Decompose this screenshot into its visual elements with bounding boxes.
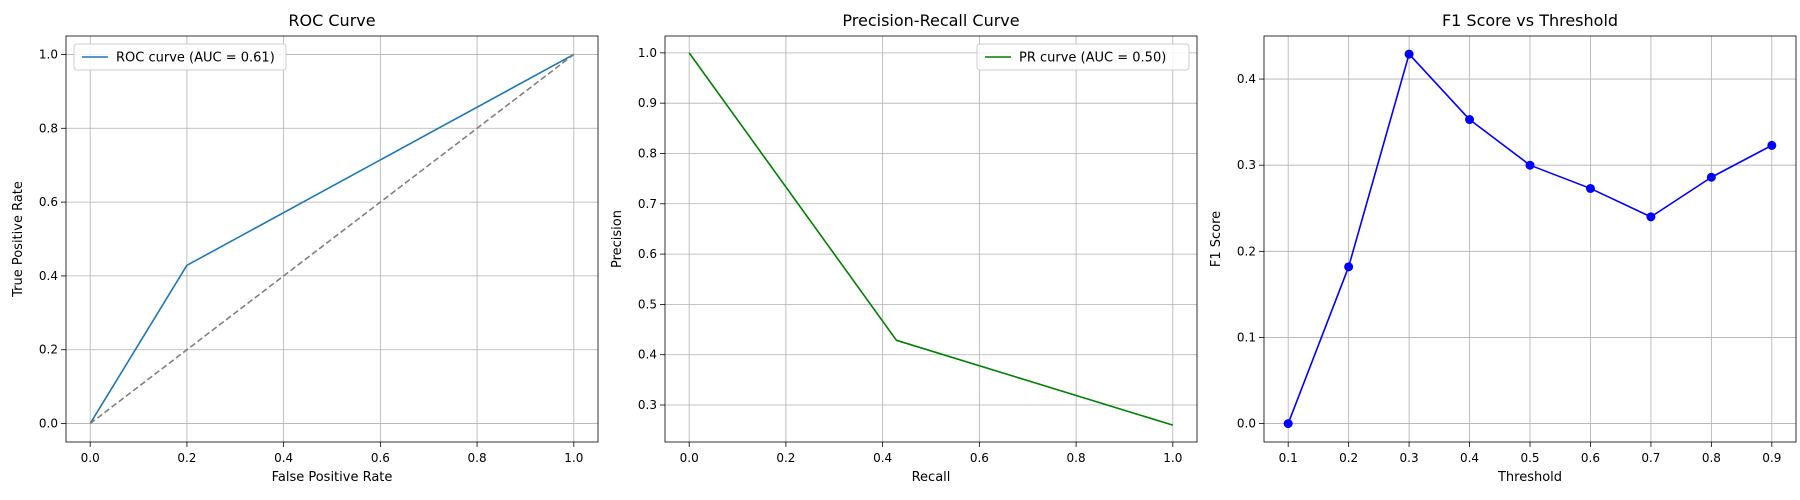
roc-legend-box [73,43,287,71]
f1-ytick-label-2: 0.2 [1237,244,1256,258]
pr-chart: 0.0 0.2 0.4 0.6 0.8 1.0 0.3 0.4 0.5 0.6 0.7 0.8 0.9 1… [610,11,1198,485]
roc-xtick-label-5: 1.0 [564,451,583,465]
roc-chart: 0.0 0.2 0.4 0.6 0.8 1.0 0.0 0.2 0.4 0.6 0.8 1.0 ROC … [11,11,599,485]
pr-ylabel: Precision [610,210,625,268]
pr-ytick-label-3: 0.6 [638,247,657,261]
f1-xtick-label-6: 0.7 [1641,451,1660,465]
roc-xlabel: False Positive Rate [272,470,393,485]
pr-ytick-label-5: 0.8 [638,146,657,160]
pr-ytick-label-0: 0.3 [638,398,657,412]
pr-xtick-label-2: 0.4 [873,451,892,465]
roc-xtick-label-0: 0.0 [81,451,100,465]
roc-ytick-label-3: 0.6 [39,195,58,209]
f1-xtick-label-1: 0.2 [1339,451,1358,465]
f1-xtick-label-8: 0.9 [1762,451,1781,465]
f1-ytick-label-4: 0.4 [1237,72,1256,86]
f1-xtick-label-3: 0.4 [1460,451,1479,465]
pr-ytick-label-6: 0.9 [638,96,657,110]
roc-ytick-label-2: 0.4 [39,269,58,283]
roc-ytick-label-5: 1.0 [39,47,58,61]
roc-xtick-label-4: 0.8 [468,451,487,465]
pr-xtick-label-3: 0.6 [970,451,989,465]
roc-ylabel: True Positive Rate [11,181,26,298]
pr-legend-box [976,43,1190,71]
f1-xtick-label-5: 0.6 [1581,451,1600,465]
pr-ytick-label-1: 0.4 [638,348,657,362]
pr-ytick-label-2: 0.5 [638,297,657,311]
f1-point-7 [1706,172,1716,182]
pr-xtick-label-5: 1.0 [1163,451,1182,465]
roc-title: ROC Curve [288,11,375,30]
f1-point-0 [1283,419,1293,429]
pr-title: Precision-Recall Curve [842,11,1019,30]
f1-axes-frame [1263,35,1797,443]
f1-ytick-label-3: 0.3 [1237,158,1256,172]
roc-legend: ROC curve (AUC = 0.61) [73,43,287,71]
f1-chart: 0.1 0.2 0.3 0.4 0.5 0.6 0.7 0.8 0.9 0.0 0.1 0.2 0.3 0… [1209,11,1797,485]
f1-xtick-label-4: 0.5 [1520,451,1539,465]
f1-ytick-label-1: 0.1 [1237,330,1256,344]
pr-xtick-label-1: 0.2 [776,451,795,465]
roc-series-line-1 [89,53,575,425]
f1-point-2 [1404,49,1414,59]
f1-xtick-label-2: 0.3 [1400,451,1419,465]
roc-xtick-label-1: 0.2 [177,451,196,465]
f1-xlabel: Threshold [1497,470,1562,485]
roc-axes-frame [65,35,599,443]
pr-xtick-label-0: 0.0 [680,451,699,465]
roc-series-line-0 [89,53,575,424]
f1-ylabel: F1 Score [1209,211,1224,267]
f1-point-1 [1344,262,1354,272]
roc-xtick-label-3: 0.6 [371,451,390,465]
pr-axes-frame [664,35,1198,443]
f1-point-6 [1646,212,1656,222]
f1-point-4 [1525,160,1535,170]
pr-ytick-label-4: 0.7 [638,197,657,211]
f1-xtick-label-7: 0.8 [1702,451,1721,465]
pr-legend-label: PR curve (AUC = 0.50) [1019,51,1166,66]
f1-point-5 [1585,183,1595,193]
roc-ytick-label-1: 0.2 [39,343,58,357]
pr-legend: PR curve (AUC = 0.50) [976,43,1190,71]
f1-point-8 [1767,140,1777,150]
f1-ytick-label-0: 0.0 [1237,417,1256,431]
roc-ytick-label-0: 0.0 [39,417,58,431]
pr-xtick-label-4: 0.8 [1067,451,1086,465]
pr-ytick-label-7: 1.0 [638,46,657,60]
f1-point-3 [1465,115,1475,125]
roc-ytick-label-4: 0.8 [39,121,58,135]
roc-legend-label: ROC curve (AUC = 0.61) [116,51,275,66]
f1-xtick-label-0: 0.1 [1279,451,1298,465]
roc-xtick-label-2: 0.4 [274,451,293,465]
pr-series-line-0 [688,52,1174,426]
pr-xlabel: Recall [912,470,951,485]
f1-title: F1 Score vs Threshold [1442,11,1618,30]
